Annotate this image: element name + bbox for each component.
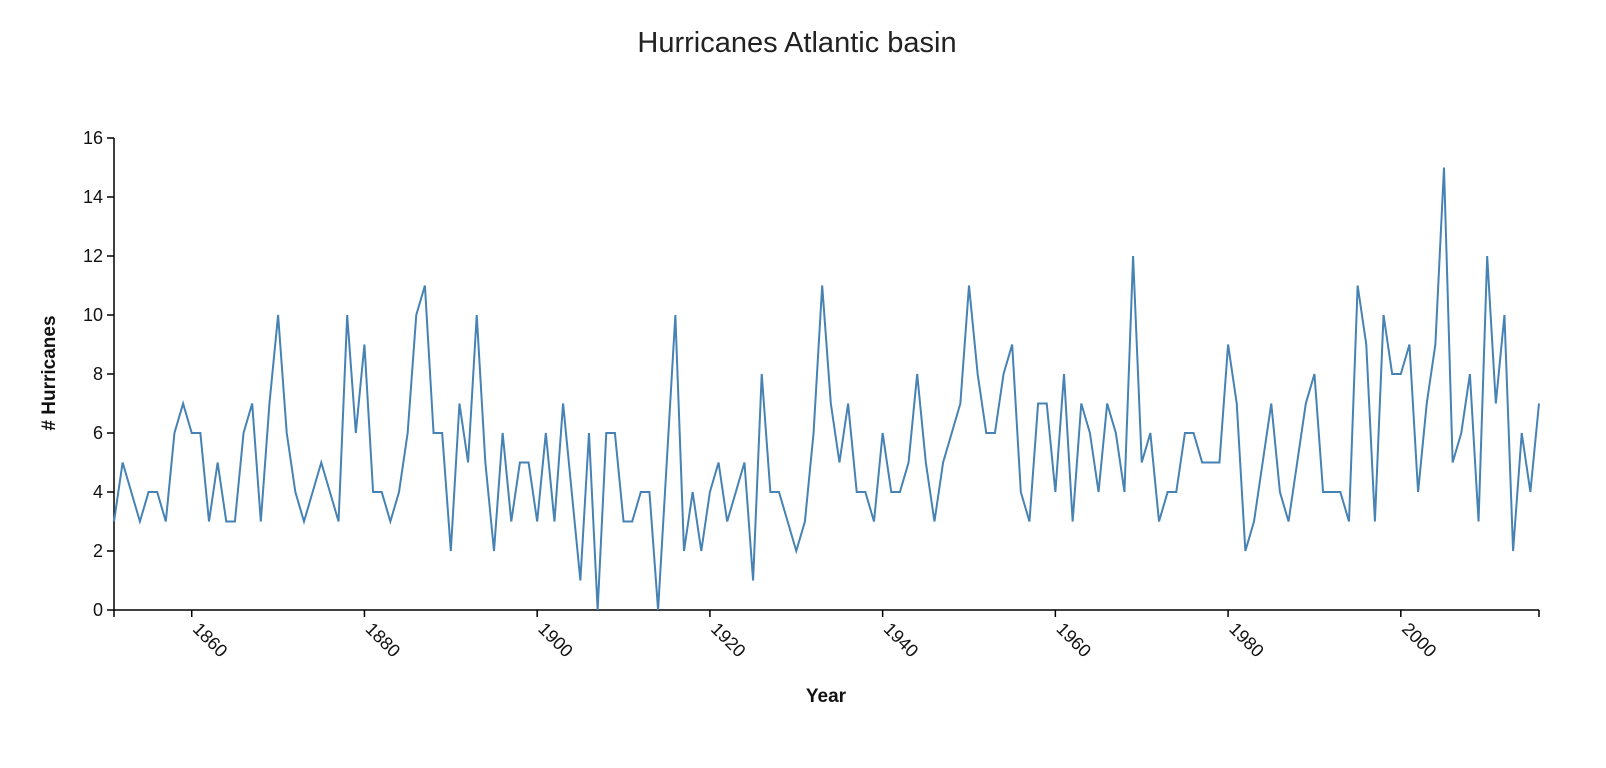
y-tick-label: 14 <box>83 187 103 207</box>
y-tick-label: 4 <box>93 482 103 502</box>
x-axis: 1860 1880 1900 1920 1940 1960 1980 2000 <box>113 609 1540 661</box>
chart-title: Hurricanes Atlantic basin <box>637 27 956 59</box>
y-tick-label: 2 <box>93 541 103 561</box>
y-axis: 0 2 4 6 8 10 12 14 16 <box>83 128 115 620</box>
y-axis-label: # Hurricanes <box>39 315 60 430</box>
x-tick-label: 1960 <box>1053 619 1095 661</box>
x-tick-label: 1880 <box>362 619 404 661</box>
y-tick-label: 16 <box>83 128 103 148</box>
x-tick-label: 1900 <box>534 619 576 661</box>
x-axis-label: Year <box>806 686 847 707</box>
hurricane-count-line <box>113 167 1540 611</box>
y-tick-label: 0 <box>93 600 103 620</box>
y-tick-label: 6 <box>93 423 103 443</box>
y-tick-label: 12 <box>83 246 103 266</box>
x-tick-label: 1860 <box>189 619 231 661</box>
x-tick-label: 2000 <box>1398 619 1440 661</box>
x-tick-label: 1920 <box>707 619 749 661</box>
y-tick-label: 10 <box>83 305 103 325</box>
y-tick-label: 8 <box>93 364 103 384</box>
x-tick-label: 1980 <box>1225 619 1267 661</box>
x-tick-label: 1940 <box>880 619 922 661</box>
